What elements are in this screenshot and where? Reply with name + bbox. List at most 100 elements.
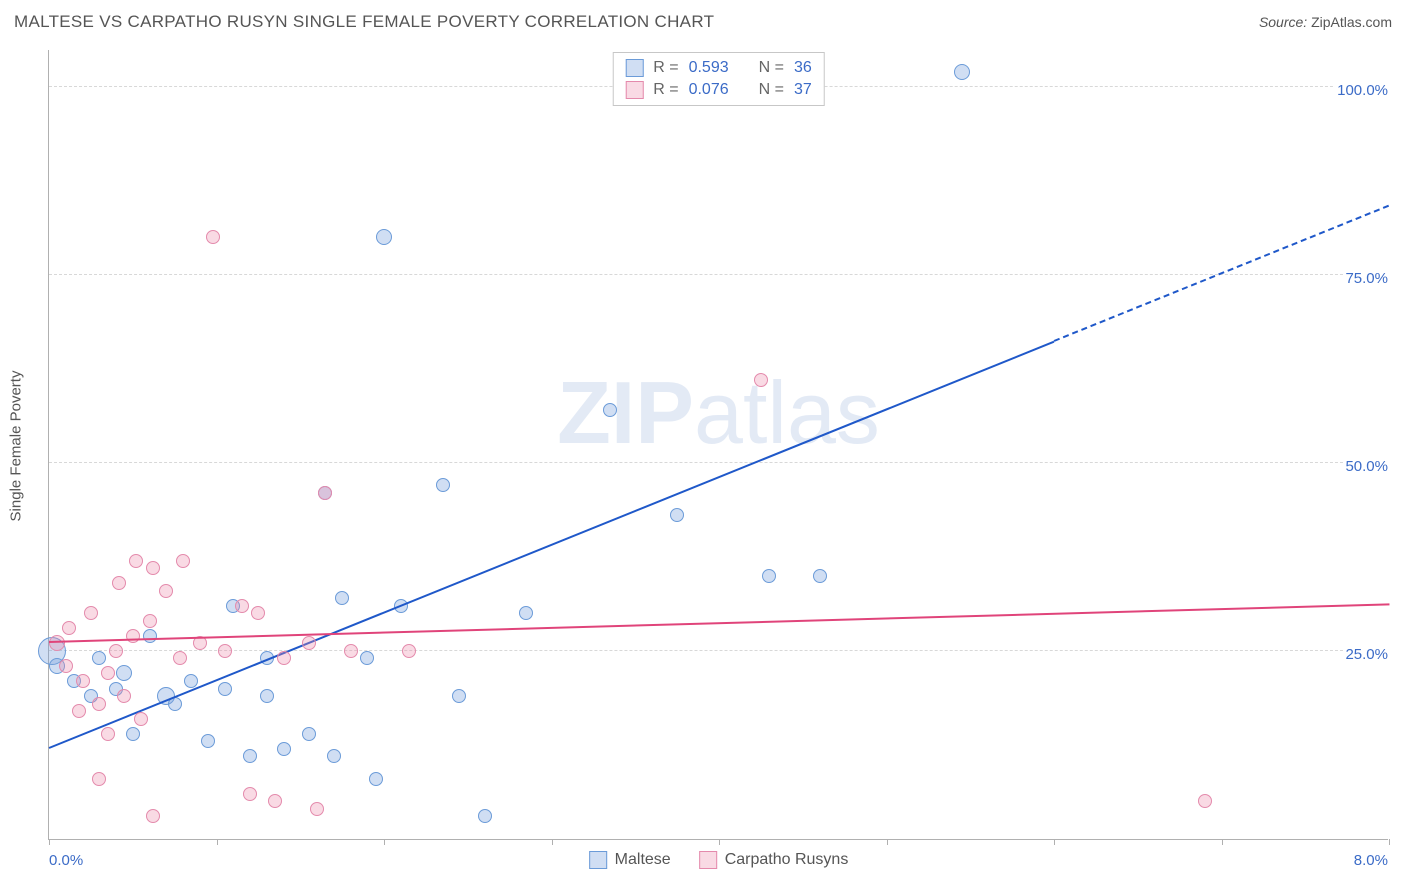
legend-swatch — [589, 851, 607, 869]
scatter-point — [184, 674, 198, 688]
stats-legend: R = 0.593 N = 36 R = 0.076 N = 37 — [612, 52, 825, 106]
scatter-point — [754, 373, 768, 387]
y-tick-label: 25.0% — [1343, 646, 1390, 663]
scatter-point — [277, 742, 291, 756]
scatter-point — [302, 727, 316, 741]
series-legend-item: Maltese — [589, 851, 671, 869]
legend-swatch — [699, 851, 717, 869]
scatter-point — [143, 629, 157, 643]
x-tick — [719, 839, 720, 845]
series-name: Maltese — [615, 851, 671, 869]
series-name: Carpatho Rusyns — [725, 851, 849, 869]
scatter-point — [173, 651, 187, 665]
grid-line — [49, 650, 1388, 651]
x-tick — [1054, 839, 1055, 845]
n-value: 36 — [794, 59, 812, 77]
grid-line — [49, 274, 1388, 275]
scatter-point — [251, 606, 265, 620]
scatter-point — [327, 749, 341, 763]
scatter-point — [159, 584, 173, 598]
regression-line — [49, 341, 1055, 749]
scatter-point — [176, 554, 190, 568]
scatter-point — [84, 606, 98, 620]
source-label: Source: — [1259, 14, 1307, 30]
scatter-point — [235, 599, 249, 613]
scatter-point — [101, 666, 115, 680]
scatter-point — [603, 403, 617, 417]
scatter-point — [268, 794, 282, 808]
source-attribution: Source: ZipAtlas.com — [1259, 14, 1392, 30]
r-label: R = — [653, 81, 678, 99]
scatter-point — [402, 644, 416, 658]
scatter-point — [519, 606, 533, 620]
scatter-point — [318, 486, 332, 500]
scatter-point — [109, 644, 123, 658]
stats-legend-row: R = 0.593 N = 36 — [621, 57, 816, 79]
scatter-point — [360, 651, 374, 665]
x-tick — [49, 839, 50, 845]
source-value: ZipAtlas.com — [1311, 14, 1392, 30]
scatter-point — [126, 727, 140, 741]
n-value: 37 — [794, 81, 812, 99]
grid-line — [49, 462, 1388, 463]
scatter-point — [218, 644, 232, 658]
r-label: R = — [653, 59, 678, 77]
y-axis-title: Single Female Poverty — [8, 371, 25, 522]
n-label: N = — [759, 81, 784, 99]
series-legend-item: Carpatho Rusyns — [699, 851, 849, 869]
scatter-point — [146, 809, 160, 823]
scatter-point — [143, 614, 157, 628]
scatter-point — [218, 682, 232, 696]
scatter-point — [206, 230, 220, 244]
stats-legend-row: R = 0.076 N = 37 — [621, 79, 816, 101]
r-value: 0.593 — [689, 59, 729, 77]
y-tick-label: 50.0% — [1343, 458, 1390, 475]
scatter-point — [201, 734, 215, 748]
regression-line — [49, 604, 1389, 644]
x-max-label: 8.0% — [1354, 852, 1388, 869]
scatter-point — [92, 772, 106, 786]
scatter-point — [954, 64, 970, 80]
x-tick — [1389, 839, 1390, 845]
scatter-point — [243, 749, 257, 763]
scatter-point — [72, 704, 86, 718]
n-label: N = — [759, 59, 784, 77]
series-legend: Maltese Carpatho Rusyns — [589, 851, 849, 869]
scatter-point — [116, 665, 132, 681]
scatter-point — [49, 635, 65, 651]
x-tick — [217, 839, 218, 845]
scatter-point — [117, 689, 131, 703]
x-tick — [552, 839, 553, 845]
scatter-point — [243, 787, 257, 801]
legend-swatch — [625, 59, 643, 77]
scatter-point — [112, 576, 126, 590]
scatter-point — [670, 508, 684, 522]
chart-plot-area: ZIPatlas 25.0%50.0%75.0%100.0%0.0%8.0%R … — [48, 50, 1388, 840]
scatter-point — [101, 727, 115, 741]
x-tick — [384, 839, 385, 845]
scatter-point — [146, 561, 160, 575]
y-tick-label: 100.0% — [1335, 82, 1390, 99]
scatter-point — [436, 478, 450, 492]
scatter-point — [76, 674, 90, 688]
scatter-point — [344, 644, 358, 658]
scatter-point — [62, 621, 76, 635]
scatter-point — [302, 636, 316, 650]
scatter-point — [478, 809, 492, 823]
scatter-point — [260, 689, 274, 703]
scatter-point — [310, 802, 324, 816]
y-tick-label: 75.0% — [1343, 270, 1390, 287]
scatter-point — [369, 772, 383, 786]
scatter-point — [762, 569, 776, 583]
chart-header: MALTESE VS CARPATHO RUSYN SINGLE FEMALE … — [0, 0, 1406, 44]
scatter-point — [129, 554, 143, 568]
scatter-point — [376, 229, 392, 245]
chart-title: MALTESE VS CARPATHO RUSYN SINGLE FEMALE … — [14, 12, 714, 32]
scatter-point — [92, 651, 106, 665]
r-value: 0.076 — [689, 81, 729, 99]
x-min-label: 0.0% — [49, 852, 83, 869]
scatter-point — [813, 569, 827, 583]
x-tick — [887, 839, 888, 845]
scatter-point — [92, 697, 106, 711]
scatter-point — [277, 651, 291, 665]
